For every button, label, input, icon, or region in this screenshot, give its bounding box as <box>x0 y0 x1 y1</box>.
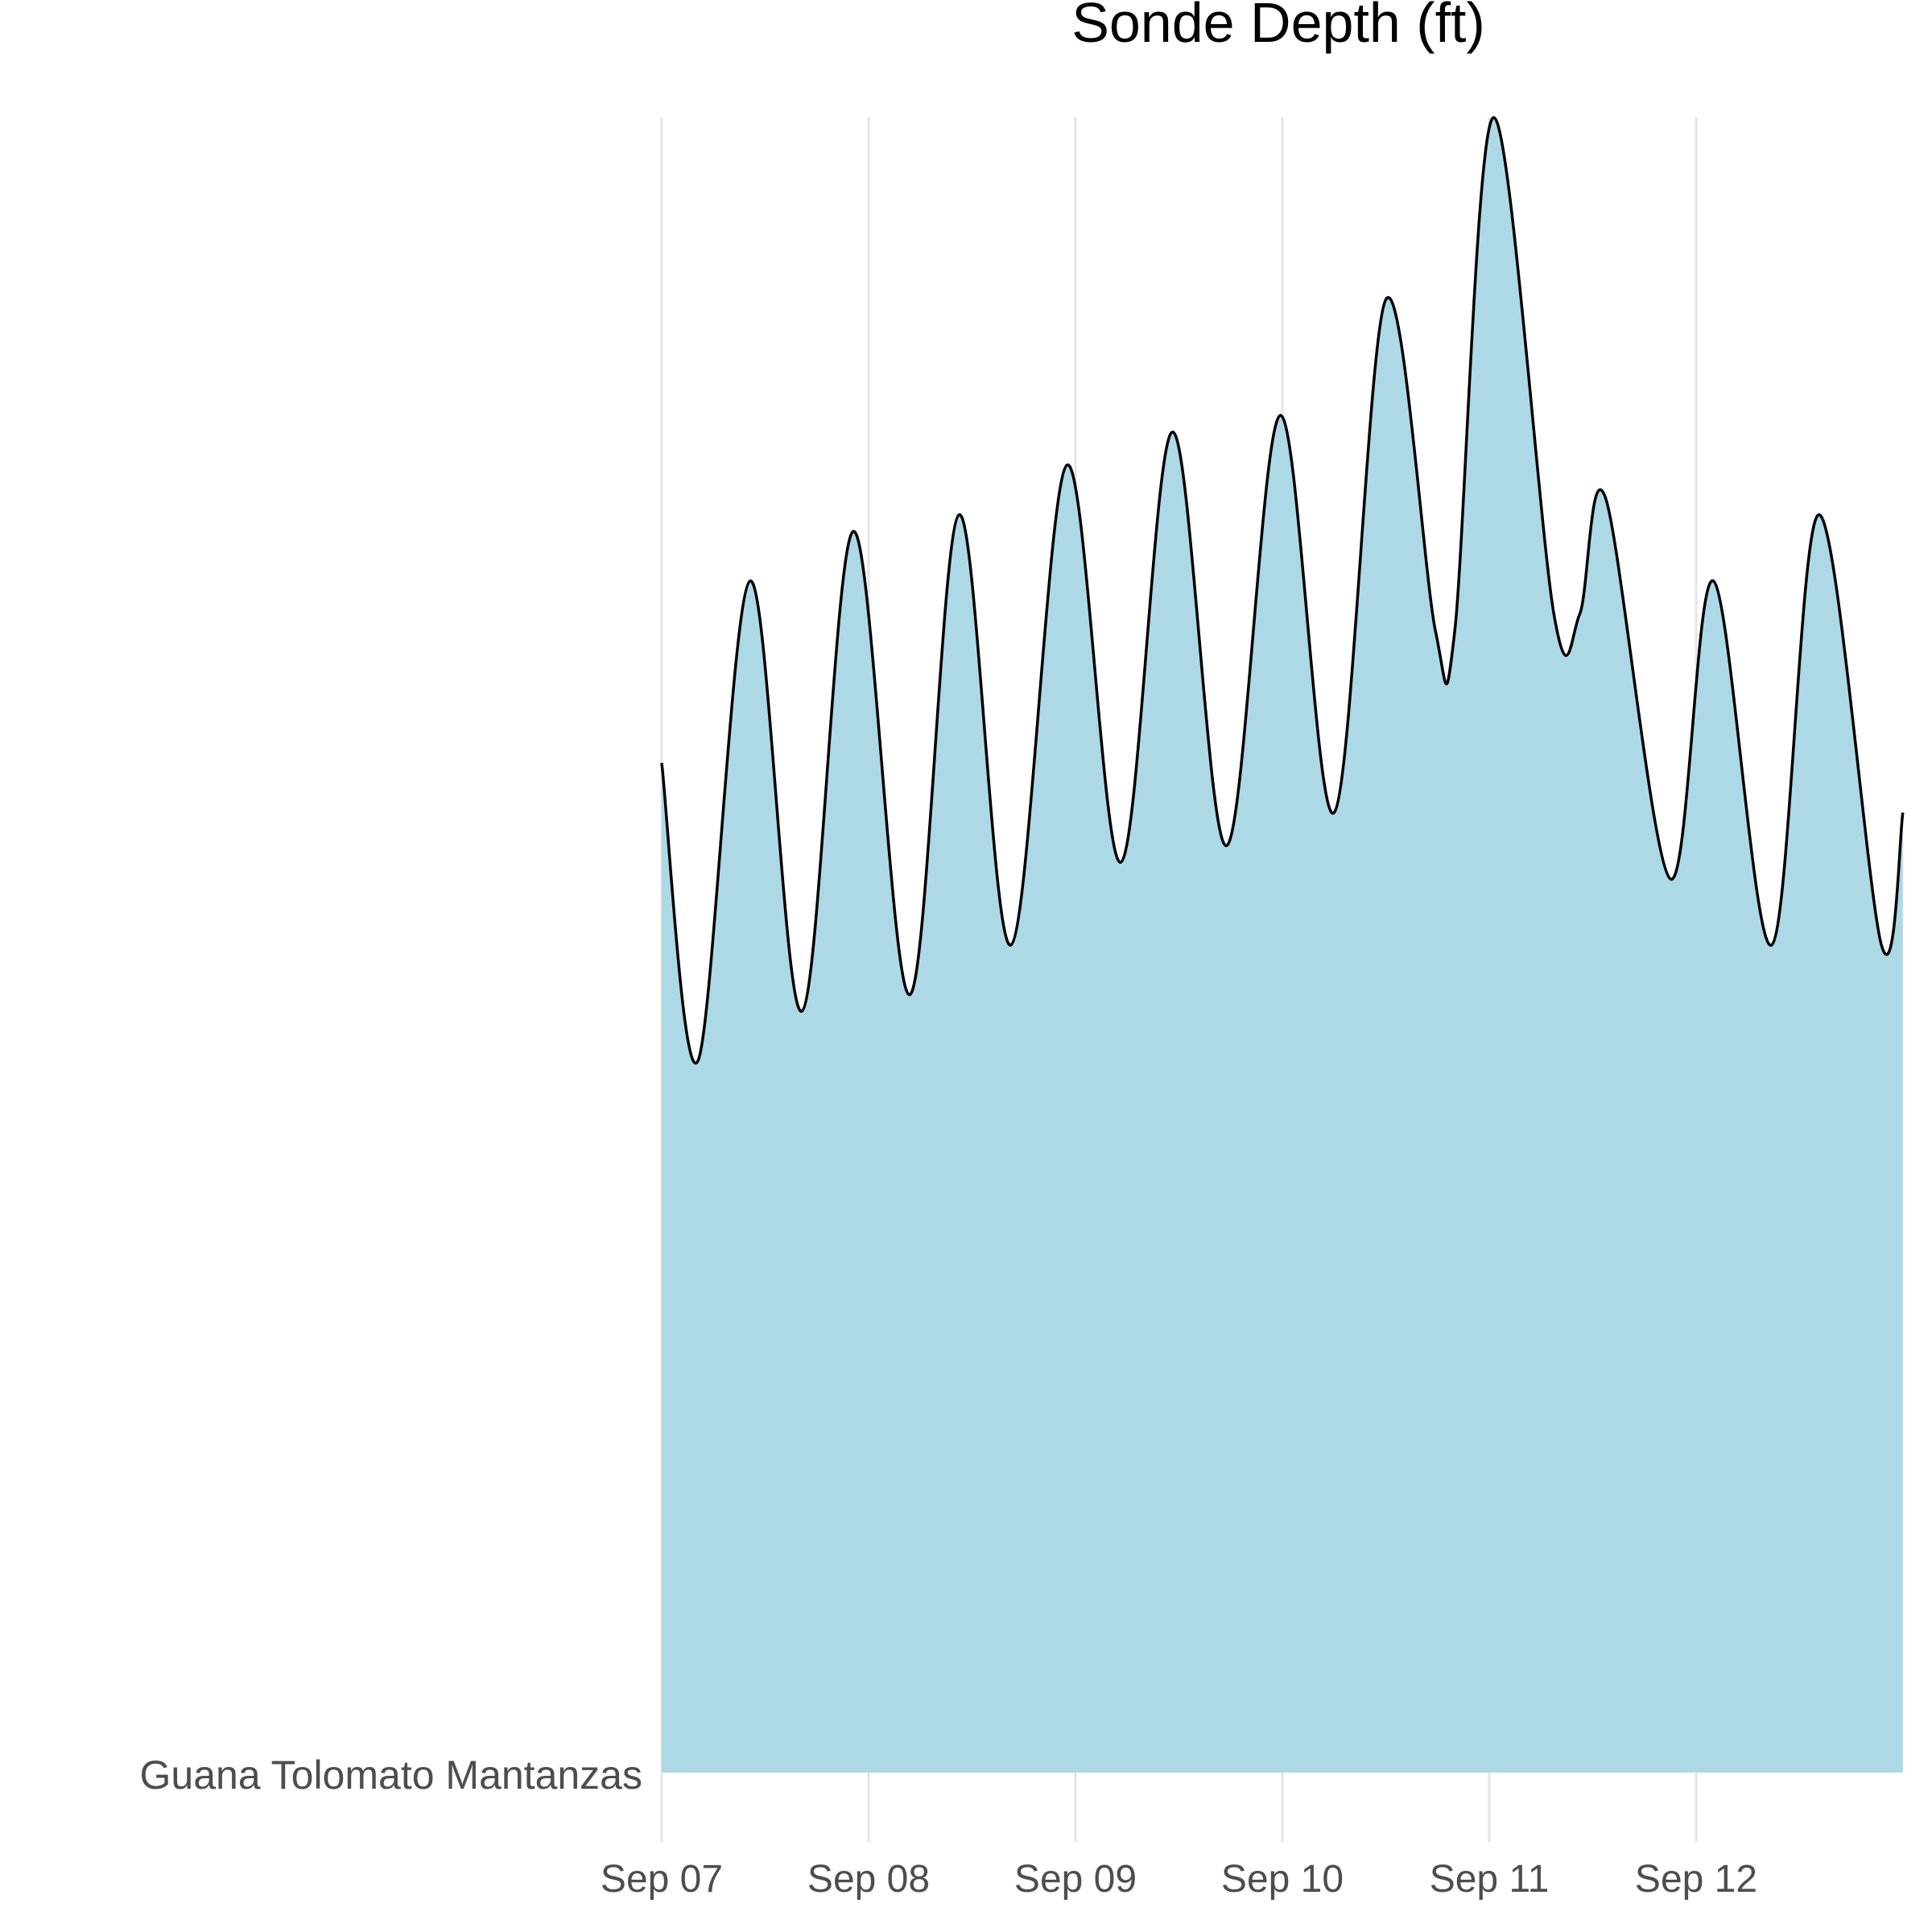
category-label: Guana Tolomato Mantanzas <box>140 1752 642 1798</box>
x-tick-label: Sep 12 <box>1635 1858 1757 1901</box>
x-tick-label: Sep 11 <box>1430 1858 1550 1901</box>
ridge-outline <box>660 116 1905 1065</box>
chart-title: Sonde Depth (ft) <box>1071 0 1485 54</box>
x-tick-label: Sep 10 <box>1221 1858 1344 1901</box>
ridge-area-fill <box>662 117 1903 1773</box>
x-tick-label: Sep 09 <box>1014 1858 1137 1901</box>
x-axis-ticks: Sep 07 Sep 08 Sep 09 Sep 10 Sep 11 Sep 12 <box>601 1858 1757 1901</box>
x-tick-label: Sep 08 <box>807 1858 930 1901</box>
x-tick-label: Sep 07 <box>601 1858 723 1901</box>
